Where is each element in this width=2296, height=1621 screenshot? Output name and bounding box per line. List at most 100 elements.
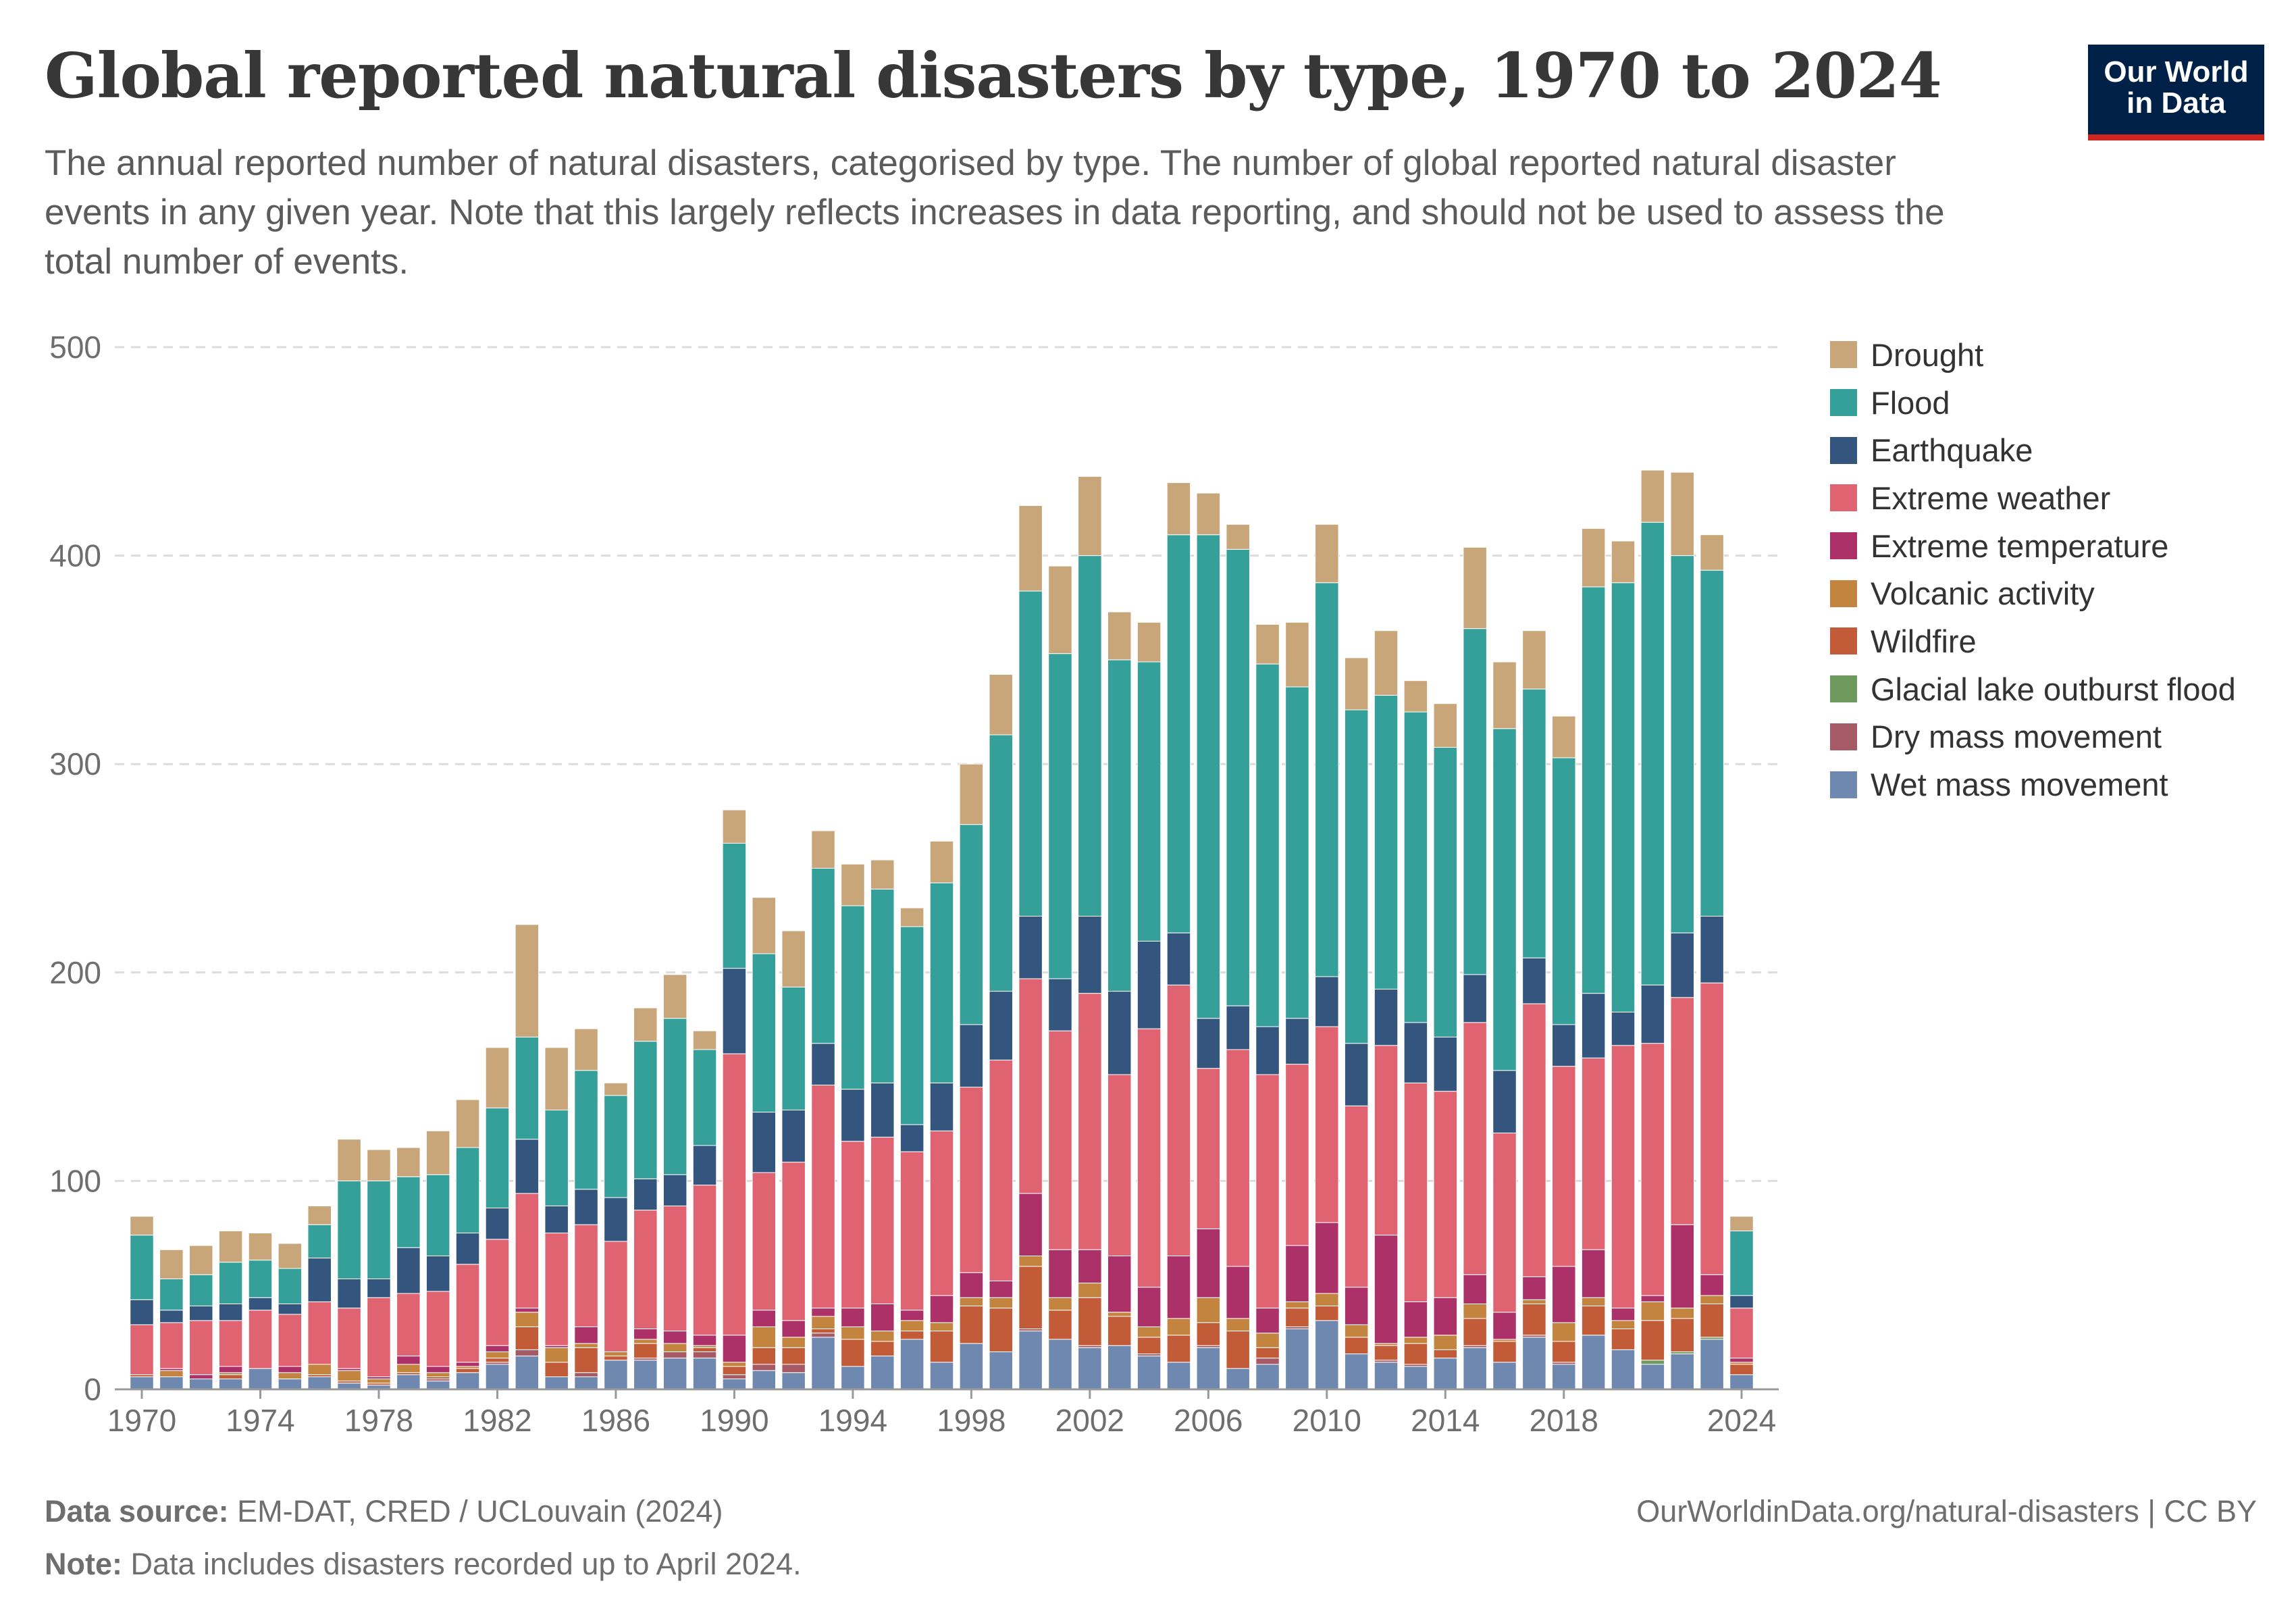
bar-flood-1994 [841, 905, 865, 1090]
bar-extreme-weather-1981 [455, 1264, 480, 1363]
bar-drought-2000 [1018, 505, 1043, 592]
bar-wet-mass-movement-2015 [1463, 1347, 1487, 1390]
bar-dry-mass-movement-1988 [662, 1351, 687, 1359]
bar-extreme-temperature-2015 [1463, 1274, 1487, 1304]
bar-extreme-weather-2019 [1581, 1057, 1606, 1250]
bar-flood-1983 [515, 1036, 540, 1140]
bar-drought-1985 [574, 1028, 598, 1071]
bar-extreme-temperature-2012 [1374, 1235, 1399, 1344]
bar-extreme-weather-1983 [515, 1193, 540, 1309]
bar-extreme-weather-2010 [1315, 1026, 1339, 1223]
legend-item-earthquake[interactable]: Earthquake [1830, 426, 2236, 474]
bar-wet-mass-movement-1998 [959, 1343, 984, 1390]
legend-swatch [1830, 580, 1857, 607]
bar-earthquake-2000 [1018, 915, 1043, 979]
bar-earthquake-1995 [870, 1082, 895, 1138]
legend-swatch [1830, 532, 1857, 560]
bar-wet-mass-movement-1985 [574, 1376, 598, 1390]
bar-earthquake-1989 [692, 1145, 717, 1186]
bar-flood-2007 [1226, 548, 1250, 1006]
source-url-link[interactable]: OurWorldinData.org/natural-disasters | C… [1636, 1494, 2257, 1528]
bar-volcanic-activity-1996 [899, 1320, 924, 1332]
bar-earthquake-2001 [1048, 978, 1072, 1031]
bar-earthquake-1980 [425, 1255, 450, 1292]
bar-drought-2008 [1255, 623, 1280, 665]
bar-flood-2012 [1374, 694, 1399, 989]
bar-wet-mass-movement-2005 [1166, 1362, 1191, 1390]
legend-item-dry-mass-movement[interactable]: Dry mass movement [1830, 713, 2236, 761]
legend-item-drought[interactable]: Drought [1830, 331, 2236, 379]
bar-earthquake-1974 [248, 1297, 273, 1311]
bar-dry-mass-movement-1989 [692, 1351, 717, 1359]
bar-extreme-weather-2021 [1640, 1043, 1665, 1296]
bar-wet-mass-movement-1993 [811, 1337, 835, 1390]
bar-flood-1973 [218, 1262, 243, 1304]
bar-volcanic-activity-2020 [1611, 1320, 1636, 1330]
legend-label: Drought [1871, 336, 1984, 373]
legend-item-volcanic-activity[interactable]: Volcanic activity [1830, 569, 2236, 617]
logo-line-1: Our World [2104, 55, 2249, 88]
bar-extreme-temperature-1980 [425, 1366, 450, 1373]
bar-extreme-weather-1993 [811, 1084, 835, 1309]
legend-swatch [1830, 484, 1857, 512]
bar-glacial-lake-outburst-flood-2021 [1640, 1360, 1665, 1365]
bar-extreme-temperature-2004 [1137, 1287, 1162, 1327]
bar-extreme-weather-2002 [1078, 993, 1102, 1250]
bar-earthquake-2023 [1700, 915, 1724, 983]
bar-flood-1998 [959, 824, 984, 1025]
bar-wet-mass-movement-1972 [188, 1379, 213, 1390]
legend-swatch [1830, 627, 1857, 655]
source-text: EM-DAT, CRED / UCLouvain (2024) [237, 1494, 723, 1528]
bar-wet-mass-movement-2022 [1670, 1354, 1695, 1390]
bar-wildfire-2011 [1344, 1337, 1369, 1355]
bar-flood-1970 [130, 1235, 154, 1300]
bar-extreme-temperature-2019 [1581, 1249, 1606, 1298]
bar-wet-mass-movement-2013 [1403, 1366, 1428, 1390]
bar-extreme-weather-2005 [1166, 984, 1191, 1256]
bar-extreme-weather-1995 [870, 1137, 895, 1304]
bar-extreme-temperature-2009 [1285, 1245, 1309, 1302]
bar-drought-1979 [396, 1147, 421, 1177]
bar-extreme-weather-2000 [1018, 978, 1043, 1194]
bar-earthquake-1976 [307, 1258, 332, 1302]
bar-wildfire-1991 [752, 1347, 777, 1365]
bar-extreme-weather-1982 [485, 1239, 510, 1346]
bar-wildfire-1997 [929, 1331, 954, 1363]
legend-item-wet-mass-movement[interactable]: Wet mass movement [1830, 761, 2236, 808]
legend-item-extreme-temperature[interactable]: Extreme temperature [1830, 522, 2236, 570]
bar-wildfire-1982 [485, 1358, 510, 1363]
bar-extreme-temperature-2002 [1078, 1249, 1102, 1284]
bar-wet-mass-movement-1991 [752, 1370, 777, 1390]
bar-extreme-temperature-2006 [1196, 1228, 1221, 1298]
bar-flood-1976 [307, 1224, 332, 1259]
bar-extreme-weather-2023 [1700, 982, 1724, 1275]
bar-earthquake-1978 [367, 1278, 391, 1298]
bar-drought-1973 [218, 1230, 243, 1263]
bar-volcanic-activity-1994 [841, 1326, 865, 1340]
bar-flood-1974 [248, 1260, 273, 1298]
bar-drought-2023 [1700, 534, 1724, 571]
legend-swatch [1830, 341, 1857, 369]
bar-wet-mass-movement-1981 [455, 1372, 480, 1390]
bar-extreme-weather-2006 [1196, 1068, 1221, 1229]
data-source: Data source: EM-DAT, CRED / UCLouvain (2… [45, 1494, 723, 1529]
legend-item-wildfire[interactable]: Wildfire [1830, 617, 2236, 665]
bar-flood-2021 [1640, 521, 1665, 985]
bar-wet-mass-movement-2017 [1522, 1337, 1546, 1390]
legend-item-flood[interactable]: Flood [1830, 379, 2236, 427]
bar-earthquake-1999 [989, 991, 1013, 1060]
bar-earthquake-1970 [130, 1299, 154, 1325]
bar-wildfire-2022 [1670, 1318, 1695, 1352]
bar-earthquake-2015 [1463, 974, 1487, 1023]
bar-wet-mass-movement-2006 [1196, 1347, 1221, 1390]
bar-drought-2020 [1611, 540, 1636, 584]
legend-item-extreme-weather[interactable]: Extreme weather [1830, 474, 2236, 522]
bar-wet-mass-movement-1992 [781, 1372, 806, 1390]
bar-volcanic-activity-2005 [1166, 1318, 1191, 1336]
x-tick-label: 1986 [581, 1403, 650, 1438]
bar-wildfire-2005 [1166, 1335, 1191, 1363]
legend-item-glacial-lake-outburst-flood[interactable]: Glacial lake outburst flood [1830, 665, 2236, 713]
bar-extreme-temperature-2005 [1166, 1255, 1191, 1319]
bar-wildfire-1993 [811, 1329, 835, 1334]
owid-logo[interactable]: Our World in Data [2088, 45, 2264, 140]
